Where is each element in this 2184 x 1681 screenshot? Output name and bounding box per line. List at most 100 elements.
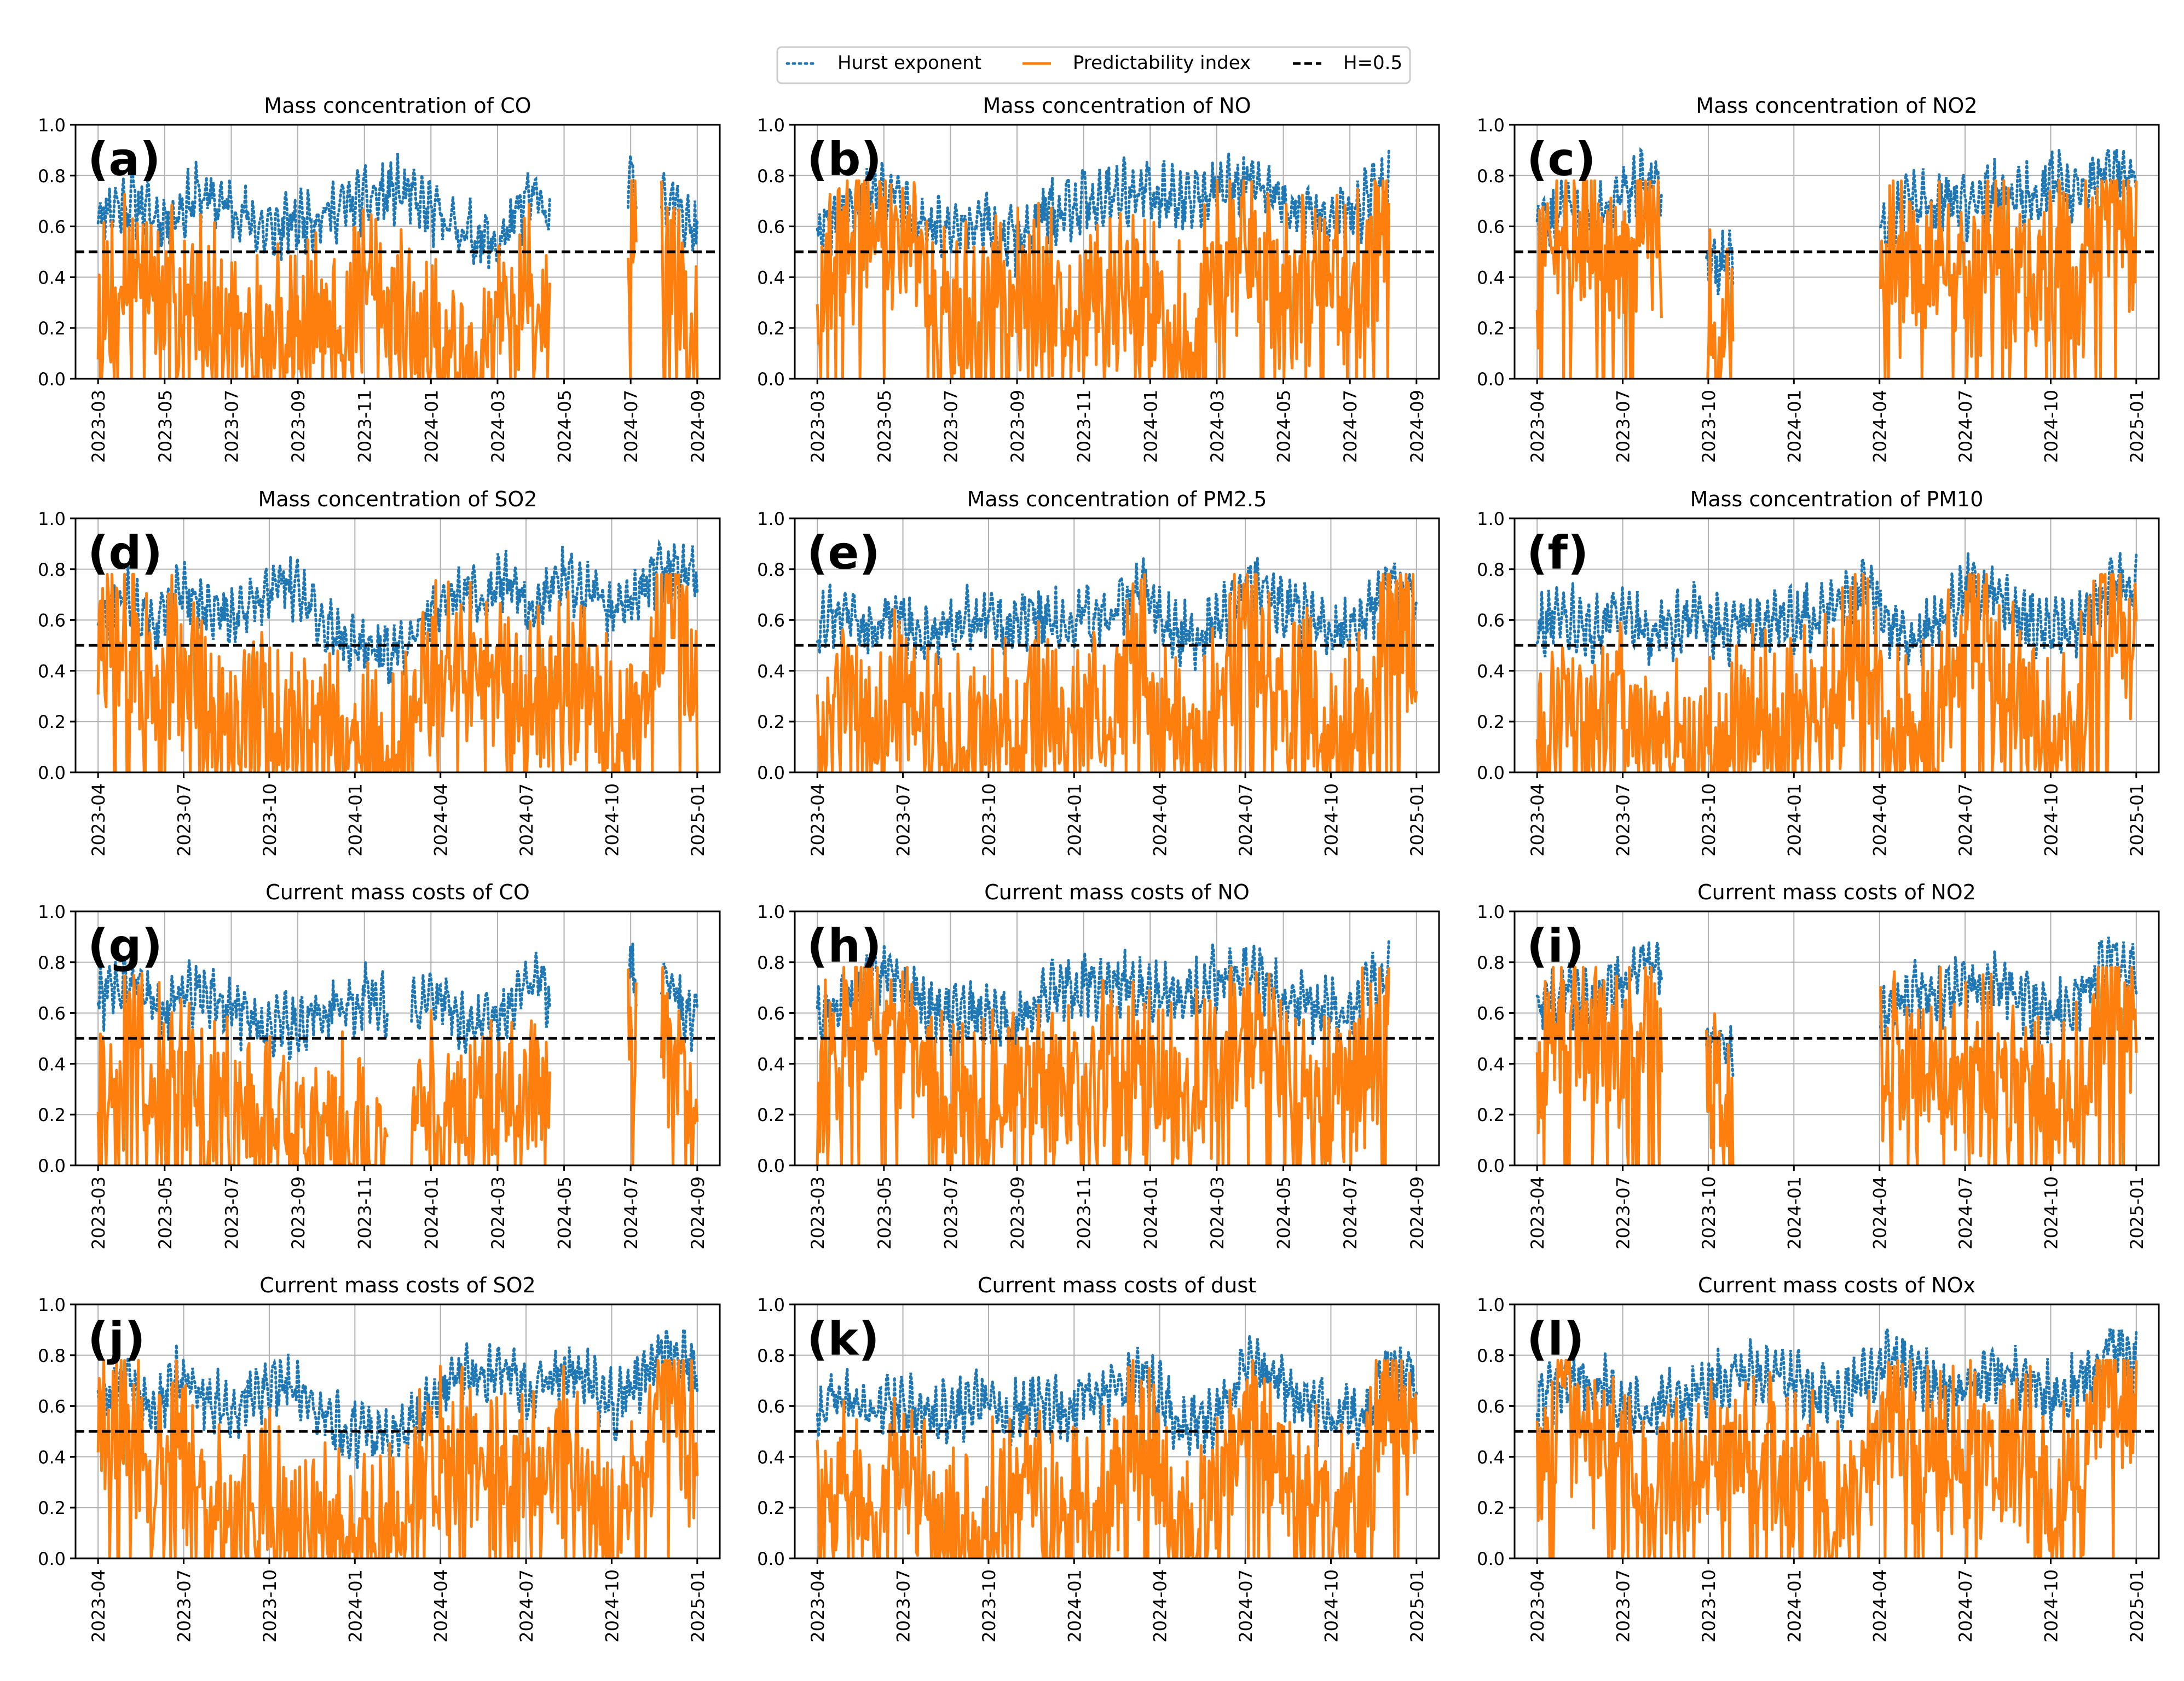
y-tick-label: 0.4	[757, 1054, 785, 1075]
x-tick-label: 2023-10	[1698, 1176, 1719, 1250]
x-tick-label: 2024-04	[431, 1569, 452, 1643]
y-tick-label: 0.6	[757, 610, 785, 631]
axes-frame	[794, 1303, 1440, 1559]
predictability-index-line	[1535, 1359, 2138, 1558]
y-tick-label: 0.8	[38, 559, 66, 580]
x-tick-label: 2023-04	[807, 1569, 828, 1643]
axes-frame	[1513, 1303, 2160, 1559]
y-tick-label: 0.0	[38, 1156, 66, 1176]
x-tick-label: 2023-10	[979, 783, 999, 857]
x-tick-label: 2023-04	[1527, 1176, 1548, 1250]
y-tick-label: 0.2	[38, 712, 66, 732]
x-tick-label: 2024-04	[431, 783, 452, 857]
x-tick-label: 2023-11	[355, 1176, 375, 1250]
panel-d: 0.0 0.2 0.4 0.6 0.8 1.0 2023-04 2023-07 2023-10 2…	[38, 487, 721, 857]
y-tick-label: 0.0	[38, 369, 66, 390]
panel-letter: (i)	[1527, 919, 1585, 973]
y-tick-label: 0.4	[757, 661, 785, 681]
predictability-index-line	[816, 1359, 1418, 1558]
y-tick-label: 0.0	[1477, 369, 1505, 390]
x-tick-label: 2023-04	[1527, 390, 1548, 463]
x-tick-label: 2023-11	[355, 390, 375, 463]
panel-letter: (e)	[807, 526, 880, 580]
predictability-index-line	[1535, 966, 2138, 1165]
x-tick-label: 2023-05	[155, 390, 176, 463]
y-tick-label: 0.4	[38, 1447, 66, 1468]
x-tick-label: 2023-10	[979, 1569, 999, 1643]
x-tick-label: 2024-04	[1870, 1176, 1891, 1250]
x-tick-label: 2024-10	[2041, 783, 2061, 857]
panel-i: 0.0 0.2 0.4 0.6 0.8 1.0 2023-04 2023-07 2023-10 2…	[1477, 880, 2160, 1250]
x-tick-label: 2023-09	[288, 1176, 309, 1250]
y-tick-label: 0.0	[1477, 762, 1505, 783]
x-tick-label: 2023-04	[1527, 1569, 1548, 1643]
y-tick-label: 0.4	[1477, 267, 1505, 288]
y-tick-label: 1.0	[1477, 509, 1505, 529]
y-tick-label: 0.2	[757, 712, 785, 732]
x-tick-label: 2024-05	[1274, 1176, 1295, 1250]
predictability-index-line	[1535, 179, 2138, 379]
x-tick-label: 2024-01	[345, 783, 366, 857]
y-tick-label: 0.2	[38, 318, 66, 339]
x-tick-label: 2023-04	[88, 783, 109, 857]
x-tick-label: 2024-01	[1784, 783, 1805, 857]
y-tick-label: 0.0	[757, 1549, 785, 1569]
x-tick-label: 2024-07	[1340, 1176, 1361, 1250]
x-tick-label: 2023-09	[288, 390, 309, 463]
panel-letter: (g)	[88, 919, 163, 973]
x-tick-label: 2025-01	[2127, 390, 2147, 463]
x-tick-label: 2024-07	[516, 1569, 537, 1643]
y-tick-label: 0.0	[1477, 1156, 1505, 1176]
panel-k: 0.0 0.2 0.4 0.6 0.8 1.0 2023-04 2023-07 2023-10 2…	[757, 1273, 1440, 1643]
y-tick-label: 0.2	[1477, 1498, 1505, 1518]
x-tick-label: 2024-07	[621, 390, 642, 463]
panel-title: Current mass costs of SO2	[259, 1273, 535, 1297]
x-tick-label: 2024-10	[1321, 783, 1342, 857]
predictability-index-line	[96, 1359, 699, 1558]
x-tick-label: 2023-03	[88, 1176, 109, 1250]
predictability-index-line	[1535, 573, 2138, 772]
panel-letter: (j)	[88, 1312, 146, 1366]
hurst-exponent-line	[816, 558, 1418, 672]
x-tick-label: 2024-01	[1064, 1569, 1085, 1643]
x-tick-label: 2024-05	[554, 1176, 575, 1250]
y-tick-label: 1.0	[1477, 902, 1505, 922]
x-tick-label: 2023-04	[1527, 783, 1548, 857]
panel-title: Mass concentration of CO	[264, 94, 531, 118]
x-tick-label: 2024-07	[1955, 1569, 1976, 1643]
x-tick-label: 2023-07	[893, 1569, 914, 1643]
y-tick-label: 0.8	[1477, 559, 1505, 580]
hurst-exponent-line	[1535, 552, 2138, 668]
panel-h: 0.0 0.2 0.4 0.6 0.8 1.0 2023-03 2023-05 2023-07 2…	[757, 880, 1440, 1250]
axes-frame	[74, 124, 721, 380]
panel-e: 0.0 0.2 0.4 0.6 0.8 1.0 2023-04 2023-07 2023-10 2…	[757, 487, 1440, 857]
legend-frame	[776, 46, 1411, 84]
x-tick-label: 2023-07	[221, 1176, 242, 1250]
x-tick-label: 2024-10	[602, 783, 622, 857]
y-tick-label: 0.8	[38, 952, 66, 973]
y-tick-label: 0.6	[1477, 1396, 1505, 1417]
x-tick-label: 2025-01	[1407, 1569, 1428, 1643]
x-tick-label: 2024-01	[345, 1569, 366, 1643]
y-tick-label: 0.8	[1477, 1345, 1505, 1366]
x-tick-label: 2024-03	[1207, 1176, 1228, 1250]
y-tick-label: 0.2	[1477, 1105, 1505, 1125]
axes-frame	[1513, 124, 2160, 380]
panel-letter: (l)	[1527, 1312, 1585, 1366]
x-tick-label: 2024-04	[1150, 783, 1171, 857]
x-tick-label: 2024-04	[1870, 390, 1891, 463]
y-tick-label: 0.8	[757, 1345, 785, 1366]
panel-title: Current mass costs of NO2	[1697, 880, 1976, 904]
x-tick-label: 2024-04	[1870, 783, 1891, 857]
x-tick-label: 2025-01	[687, 783, 708, 857]
y-tick-label: 1.0	[757, 1295, 785, 1315]
panel-title: Current mass costs of NO	[984, 880, 1250, 904]
axes-frame	[1513, 517, 2160, 773]
y-tick-label: 0.6	[1477, 1003, 1505, 1024]
y-tick-label: 0.2	[1477, 318, 1505, 339]
x-tick-label: 2023-03	[88, 390, 109, 463]
x-tick-label: 2024-01	[1140, 390, 1161, 463]
y-tick-label: 1.0	[757, 115, 785, 136]
x-tick-label: 2023-04	[88, 1569, 109, 1643]
x-tick-label: 2023-07	[174, 783, 195, 857]
